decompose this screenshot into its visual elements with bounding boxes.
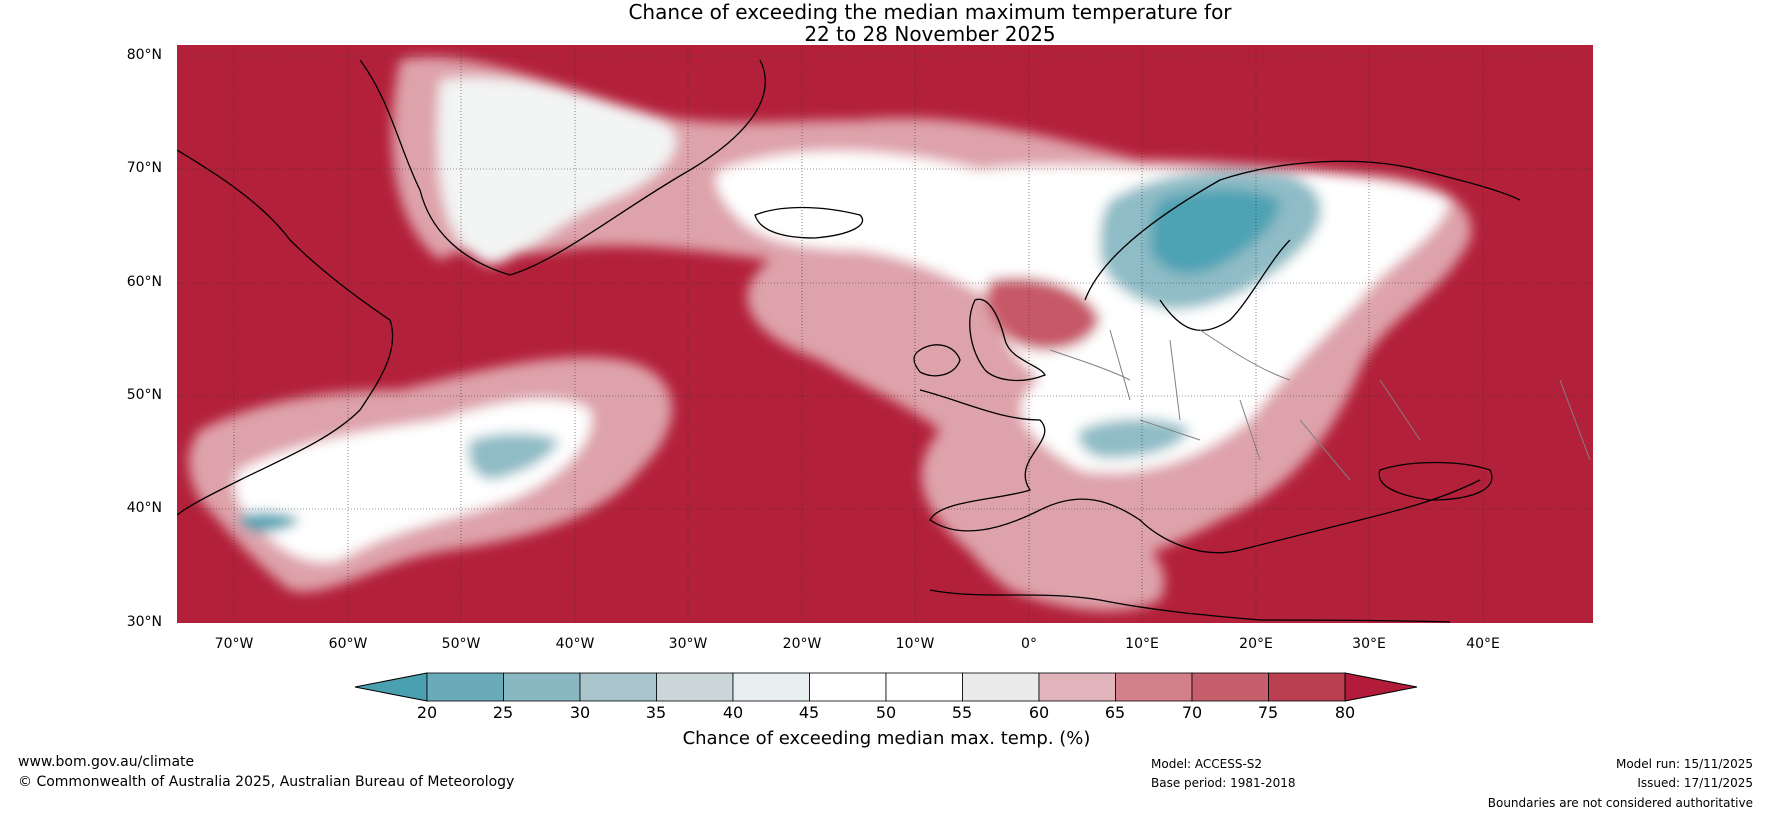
colorbar: [354, 672, 1418, 702]
footer-copyright: © Commonwealth of Australia 2025, Austra…: [18, 774, 515, 790]
black-sea-coast: [1378, 461, 1493, 501]
colorbar-tick-25: 25: [492, 703, 514, 722]
graticule: [177, 45, 1593, 623]
lat-label-70n: 70°N: [126, 160, 162, 176]
footer-website: www.bom.gov.au/climate: [18, 754, 195, 770]
red-blob-north-sea: [986, 277, 1100, 351]
footer-issued: Issued: 17/11/2025: [1637, 776, 1753, 790]
colorbar-tick-55: 55: [951, 703, 973, 722]
lon-label-60w: 60°W: [328, 636, 368, 652]
north-america-coast: [177, 149, 394, 516]
colorbar-segment: [1268, 672, 1346, 702]
colorbar-tick-80: 80: [1334, 703, 1356, 722]
lon-label-70w: 70°W: [214, 636, 254, 652]
lon-label-30e: 30°E: [1352, 636, 1386, 652]
map-frame: [177, 45, 1593, 623]
lon-label-20e: 20°E: [1239, 636, 1273, 652]
footer-disclaimer: Boundaries are not considered authoritat…: [1487, 796, 1753, 810]
colorbar-segment: [732, 672, 810, 702]
lon-label-40e: 40°E: [1466, 636, 1500, 652]
africa-coast: [929, 589, 1451, 623]
colorbar-tick-40: 40: [722, 703, 744, 722]
lat-label-80n: 80°N: [126, 47, 162, 63]
colorbar-segment: [656, 672, 734, 702]
country-borders: [1049, 329, 1591, 481]
iceland-coast: [754, 206, 864, 239]
lat-label-30n: 30°N: [126, 614, 162, 630]
lon-label-0: 0°: [1021, 636, 1037, 652]
footer-base-period: Base period: 1981-2018: [1151, 776, 1296, 790]
colorbar-extend-high: [1344, 672, 1418, 702]
lat-label-40n: 40°N: [126, 500, 162, 516]
coastlines: [177, 59, 1521, 623]
colorbar-segment: [503, 672, 581, 702]
colorbar-extend-low: [354, 672, 428, 702]
colorbar-tick-20: 20: [416, 703, 438, 722]
lon-label-50w: 50°W: [441, 636, 481, 652]
colorbar-tick-75: 75: [1257, 703, 1279, 722]
footer-model-run: Model run: 15/11/2025: [1615, 757, 1753, 771]
colorbar-segment: [809, 672, 887, 702]
colorbar-tick-30: 30: [569, 703, 591, 722]
greenland-coast: [359, 59, 766, 276]
lon-label-10e: 10°E: [1125, 636, 1159, 652]
white-zone-greenland: [437, 77, 677, 266]
colorbar-tick-35: 35: [645, 703, 667, 722]
lon-label-10w: 10°W: [895, 636, 935, 652]
colorbar-segment: [1191, 672, 1269, 702]
colorbar-segment: [1038, 672, 1116, 702]
teal-core-scandinavia: [1150, 188, 1280, 274]
colorbar-label: Chance of exceeding median max. temp. (%…: [682, 728, 1091, 749]
colorbar-tick-70: 70: [1181, 703, 1203, 722]
colorbar-tick-50: 50: [875, 703, 897, 722]
ireland-coast: [913, 344, 961, 377]
lat-label-50n: 50°N: [126, 387, 162, 403]
colorbar-tick-45: 45: [798, 703, 820, 722]
europe-coast: [919, 389, 1481, 554]
chart-title-line-1: Chance of exceeding the median maximum t…: [628, 0, 1232, 24]
chart-title-line-2: 22 to 28 November 2025: [804, 22, 1056, 46]
colorbar-segment: [962, 672, 1040, 702]
footer-model: Model: ACCESS-S2: [1151, 757, 1263, 771]
pink-zone-mediterranean: [940, 466, 1165, 611]
lon-label-20w: 20°W: [782, 636, 822, 652]
scandinavia-coast: [1084, 160, 1521, 331]
teal-core-west-atlantic: [239, 512, 300, 532]
colorbar-segment: [1115, 672, 1193, 702]
lon-label-40w: 40°W: [555, 636, 595, 652]
colorbar-segment: [579, 672, 657, 702]
lon-label-30w: 30°W: [668, 636, 708, 652]
teal-zone-west-atlantic: [468, 433, 560, 480]
colorbar-tick-60: 60: [1028, 703, 1050, 722]
colorbar-segment: [426, 672, 504, 702]
lat-label-60n: 60°N: [126, 274, 162, 290]
britain-coast: [969, 298, 1046, 382]
probability-shading: [188, 56, 1472, 611]
colorbar-segment: [885, 672, 963, 702]
colorbar-tick-65: 65: [1104, 703, 1126, 722]
teal-zone-alps: [1078, 418, 1190, 459]
